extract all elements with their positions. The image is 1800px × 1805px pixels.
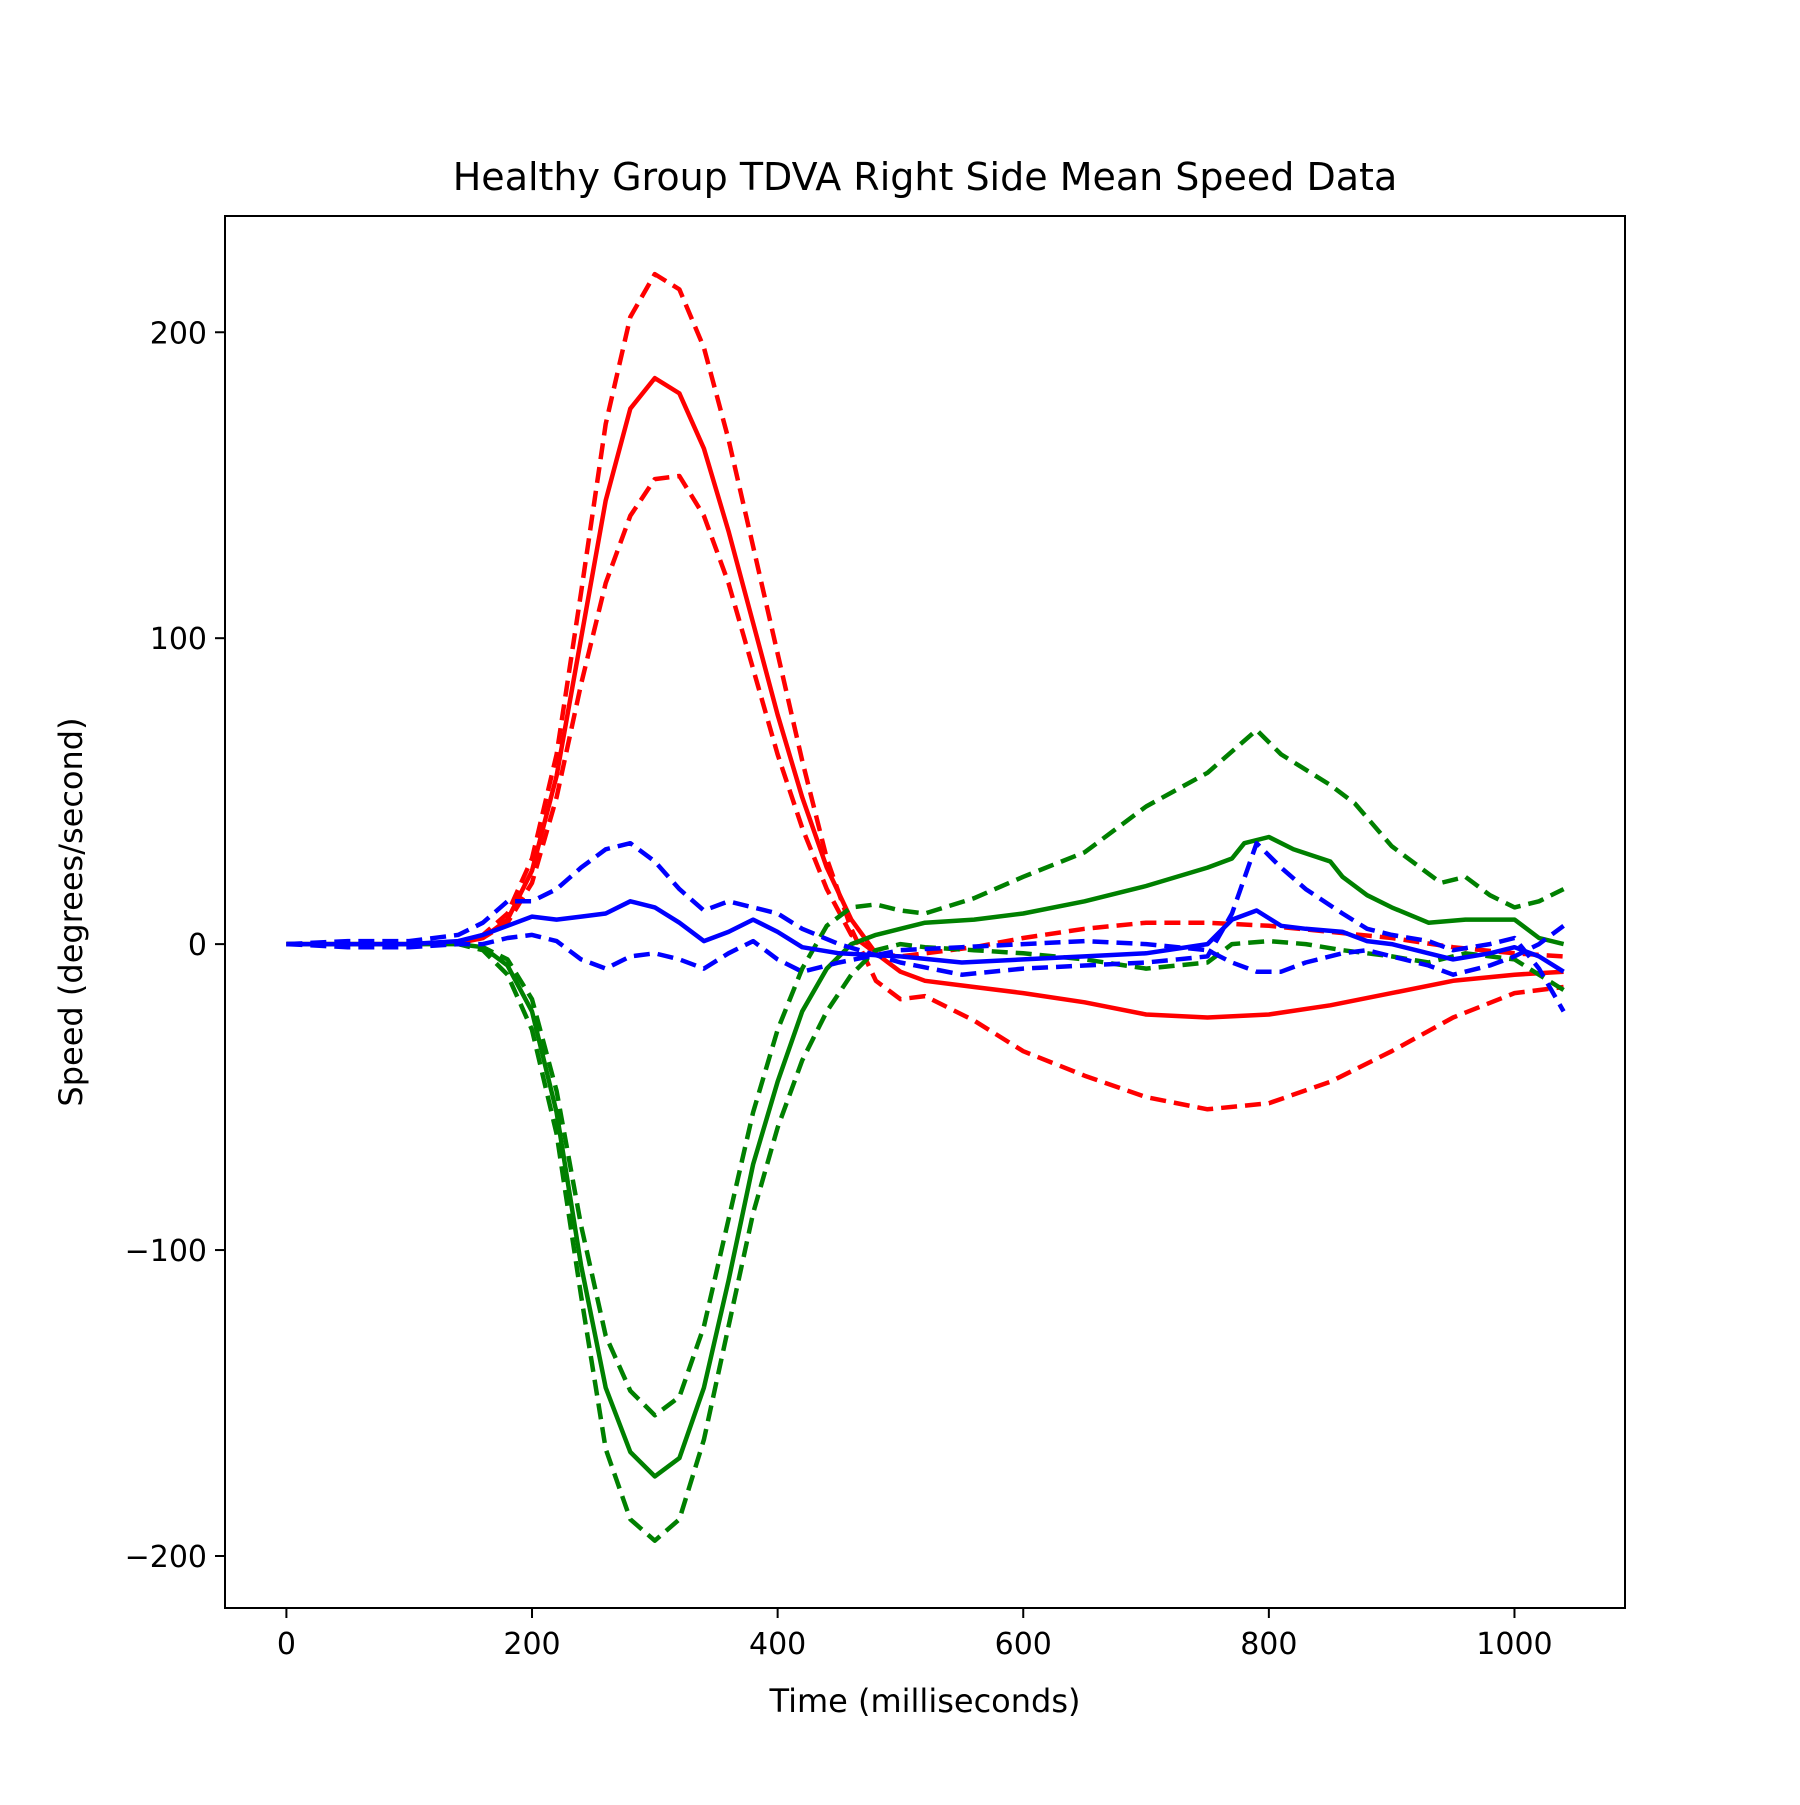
chart-title: Healthy Group TDVA Right Side Mean Speed… xyxy=(453,155,1398,199)
x-tick-label: 600 xyxy=(995,1627,1052,1662)
x-tick-label: 0 xyxy=(277,1627,296,1662)
series-line-5 xyxy=(286,938,1565,1543)
y-axis-label: Speed (degrees/second) xyxy=(52,717,90,1106)
x-tick-label: 400 xyxy=(749,1627,806,1662)
series-line-1 xyxy=(286,375,1564,1020)
y-tick-label: 200 xyxy=(150,316,207,351)
series-line-7 xyxy=(286,899,1565,974)
y-tick-label: 0 xyxy=(188,928,207,963)
series-line-8 xyxy=(286,840,1566,1013)
series-line-2 xyxy=(286,271,1564,1112)
series-line-4 xyxy=(286,834,1565,1479)
series-line-3 xyxy=(286,473,1564,959)
x-axis-label: Time (milliseconds) xyxy=(769,1682,1081,1720)
y-tick-label: 100 xyxy=(150,622,207,657)
y-tick-label: −200 xyxy=(125,1540,207,1575)
series-line-6 xyxy=(286,727,1565,1418)
x-tick-label: 800 xyxy=(1240,1627,1297,1662)
y-tick-label: −100 xyxy=(125,1234,207,1269)
series-line-9 xyxy=(286,923,1565,977)
plot-frame xyxy=(224,215,1626,1609)
x-tick-label: 200 xyxy=(503,1627,560,1662)
x-tick-label: 1000 xyxy=(1476,1627,1552,1662)
